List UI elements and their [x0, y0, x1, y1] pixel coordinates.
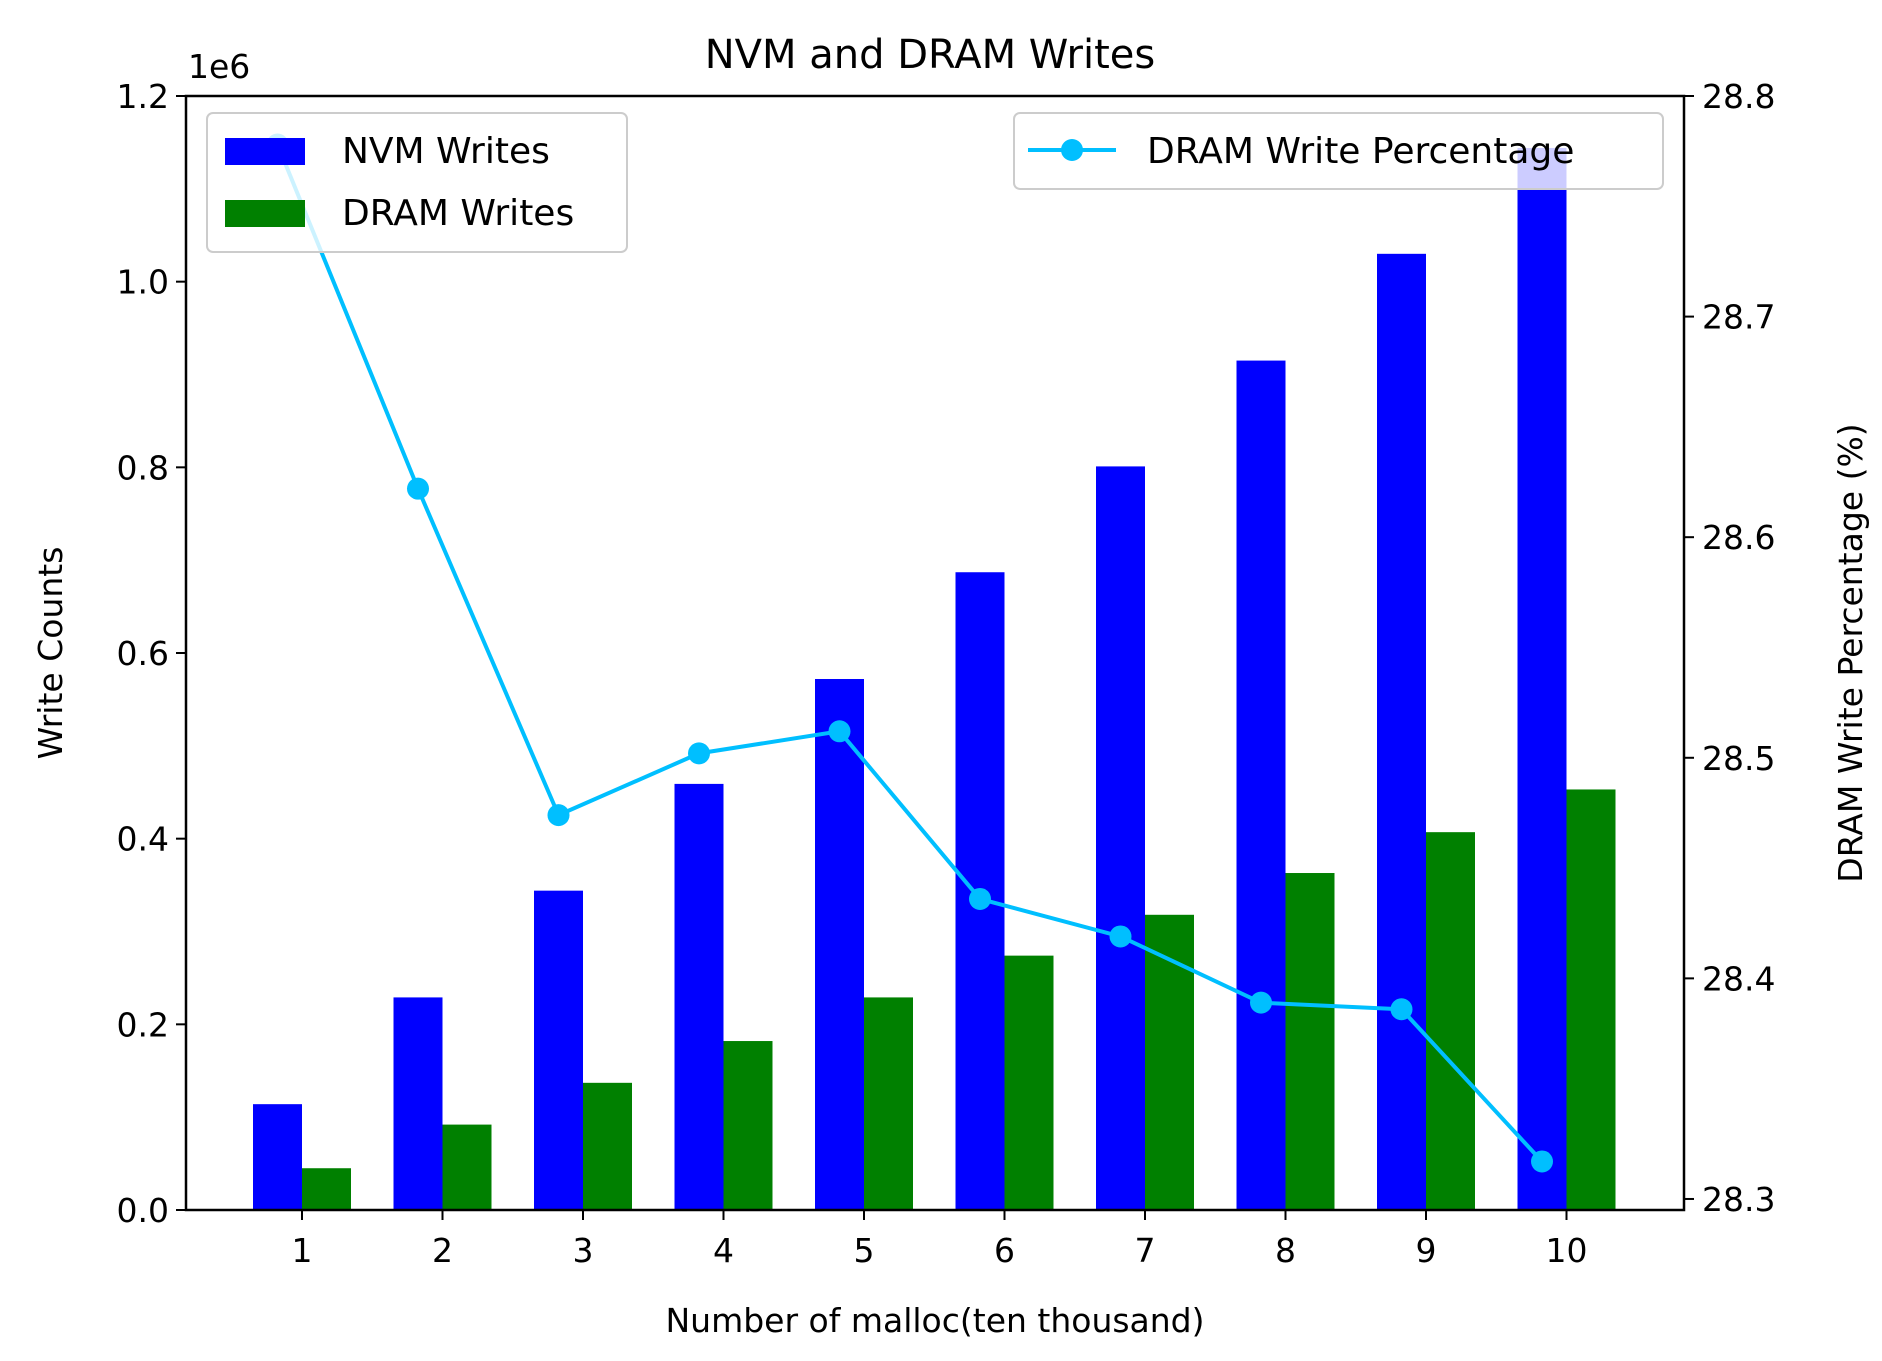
dram-write-percentage-point-9	[1390, 998, 1413, 1021]
x-tick-label: 6	[994, 1231, 1015, 1270]
bars-group	[253, 147, 1616, 1211]
nvm-writes-bar-5	[815, 678, 864, 1210]
y-tick-label: 1.2	[117, 77, 169, 116]
legend-right: DRAM Write Percentage	[1013, 112, 1664, 190]
y-tick-label: 0.8	[117, 448, 169, 487]
nvm-writes-bar-7	[1096, 466, 1145, 1210]
nvm-writes-bar-4	[674, 783, 724, 1210]
y-ticks: 0.0 0.2 0.4 0.6 0.8 1.0 1.2	[117, 77, 186, 1230]
nvm-writes-bar-9	[1377, 253, 1426, 1211]
dram-write-percentage-point-2	[407, 477, 429, 500]
nvm-writes-bar-8	[1236, 360, 1286, 1210]
dram-write-percentage-point-5	[828, 720, 851, 743]
line-layer	[266, 133, 1553, 1173]
y2-tick-label: 28.4	[1702, 959, 1775, 998]
y2-tick-label: 28.6	[1702, 518, 1775, 557]
dram-write-percentage-point-6	[969, 887, 991, 910]
x-ticks: 1 2 3 4 5 6 7 8 9 10	[292, 1210, 1588, 1270]
x-tick-label: 9	[1416, 1231, 1437, 1270]
dram-writes-bar-2	[442, 1124, 492, 1210]
legend-label-nvm: NVM Writes	[342, 131, 550, 172]
y-tick-label: 0.2	[117, 1005, 169, 1044]
dram-write-percentage-point-7	[1109, 925, 1132, 948]
dram-writes-bar-9	[1426, 832, 1475, 1210]
dram-writes-bar-8	[1285, 873, 1335, 1210]
dram-writes-bar-6	[1004, 955, 1054, 1210]
y-offset-label: 1e6	[188, 47, 250, 86]
legend-left: NVM Writes DRAM Writes	[206, 112, 628, 253]
y-tick-label: 0.0	[117, 1191, 169, 1230]
y2-tick-label: 28.8	[1702, 77, 1775, 116]
dram-write-percentage-point-10	[1531, 1150, 1553, 1173]
legend-marker-swatch	[1061, 139, 1083, 161]
dram-write-percentage-point-8	[1250, 991, 1272, 1014]
dram-write-percentage-point-3	[547, 804, 570, 827]
legend-swatch-nvm	[225, 138, 305, 165]
x-axis-label: Number of malloc(ten thousand)	[665, 1301, 1204, 1340]
y-tick-label: 1.0	[117, 263, 169, 302]
y2-tick-label: 28.7	[1702, 298, 1775, 337]
nvm-writes-bar-1	[253, 1104, 302, 1210]
dram-write-percentage-line	[275, 143, 1544, 1163]
x-tick-label: 5	[854, 1231, 875, 1270]
y2-ticks: 28.3 28.4 28.5 28.6 28.7 28.8	[1684, 77, 1775, 1219]
y2-tick-label: 28.3	[1702, 1180, 1775, 1219]
legend-right-frame	[1013, 112, 1664, 190]
x-tick-label: 10	[1546, 1231, 1588, 1270]
y2-tick-label: 28.5	[1702, 739, 1775, 778]
chart-title: NVM and DRAM Writes	[705, 32, 1156, 78]
nvm-writes-bar-3	[534, 890, 583, 1210]
x-tick-label: 7	[1135, 1231, 1156, 1270]
legend-swatch-dram	[225, 200, 305, 227]
dram-writes-bar-7	[1145, 914, 1194, 1210]
y-tick-label: 0.6	[117, 634, 169, 673]
nvm-writes-bar-2	[393, 997, 443, 1210]
x-tick-label: 3	[573, 1231, 594, 1270]
x-tick-label: 1	[292, 1231, 313, 1270]
y-axis-label: Write Counts	[31, 547, 70, 760]
dram-write-percentage-point-4	[688, 742, 710, 765]
legend-label-percentage: DRAM Write Percentage	[1147, 131, 1574, 172]
x-tick-label: 4	[713, 1231, 734, 1270]
nvm-writes-bar-10	[1517, 147, 1567, 1210]
x-tick-label: 2	[432, 1231, 453, 1270]
dram-writes-bar-3	[583, 1082, 632, 1210]
legend-left-frame	[206, 112, 628, 253]
y-tick-label: 0.4	[117, 820, 169, 859]
dram-writes-bar-4	[723, 1041, 773, 1210]
dram-writes-bar-10	[1566, 789, 1616, 1210]
legend-label-dram: DRAM Writes	[342, 193, 574, 234]
dram-writes-bar-1	[302, 1168, 351, 1210]
y2-axis-label: DRAM Write Percentage (%)	[1831, 423, 1870, 882]
x-tick-label: 8	[1275, 1231, 1296, 1270]
dram-writes-bar-5	[864, 997, 913, 1210]
